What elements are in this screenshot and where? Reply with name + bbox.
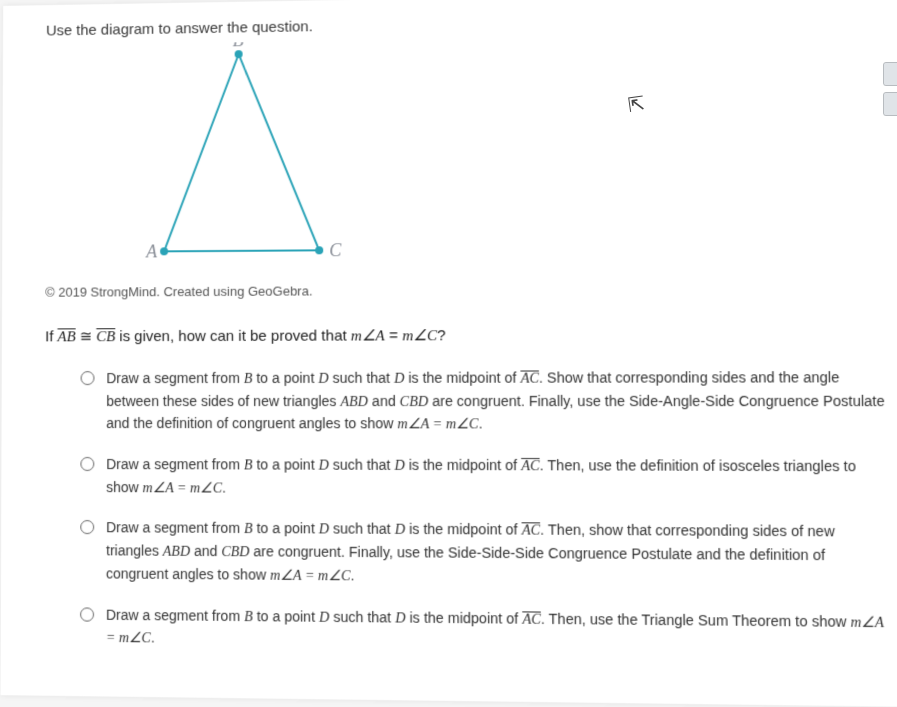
side-tab-2[interactable]: [883, 92, 897, 116]
q-eq: =: [385, 327, 402, 344]
q-mid: is given, how can it be proved that: [115, 327, 351, 345]
option-text-4: Draw a segment from B to a point D such …: [106, 604, 894, 658]
q-lhs: m∠A: [351, 328, 385, 344]
answer-options: Draw a segment from B to a point D such …: [80, 367, 893, 658]
cursor-icon: ⇱: [626, 91, 646, 118]
radio-option-4[interactable]: [80, 607, 94, 621]
q-seg1: AB: [57, 329, 75, 345]
radio-option-1[interactable]: [81, 371, 95, 385]
answer-option-4[interactable]: Draw a segment from B to a point D such …: [80, 604, 893, 658]
side-tab-1[interactable]: [883, 62, 897, 86]
q-pre: If: [45, 328, 57, 345]
question-page: Use the diagram to answer the question. …: [0, 0, 897, 707]
side-tabs: [883, 62, 897, 122]
copyright-text: © 2019 StrongMind. Created using GeoGebr…: [45, 280, 888, 299]
q-post: ?: [437, 327, 446, 344]
answer-option-3[interactable]: Draw a segment from B to a point D such …: [80, 517, 892, 592]
svg-text:C: C: [329, 240, 342, 260]
svg-text:B: B: [233, 40, 244, 50]
diagram-container: A B C: [134, 32, 887, 278]
q-seg2: CB: [96, 329, 115, 345]
triangle-diagram: A B C: [134, 40, 375, 273]
question-text: If AB ≅ CB is given, how can it be prove…: [45, 325, 888, 347]
radio-option-3[interactable]: [80, 520, 94, 534]
option-text-2: Draw a segment from B to a point D such …: [106, 454, 891, 503]
radio-option-2[interactable]: [80, 457, 94, 471]
option-text-3: Draw a segment from B to a point D such …: [106, 518, 892, 593]
answer-option-1[interactable]: Draw a segment from B to a point D such …: [80, 367, 890, 437]
option-text-1: Draw a segment from B to a point D such …: [106, 367, 890, 437]
q-rhs: m∠C: [402, 328, 437, 344]
answer-option-2[interactable]: Draw a segment from B to a point D such …: [80, 454, 891, 503]
q-cong: ≅: [76, 328, 97, 345]
svg-text:A: A: [145, 241, 157, 261]
